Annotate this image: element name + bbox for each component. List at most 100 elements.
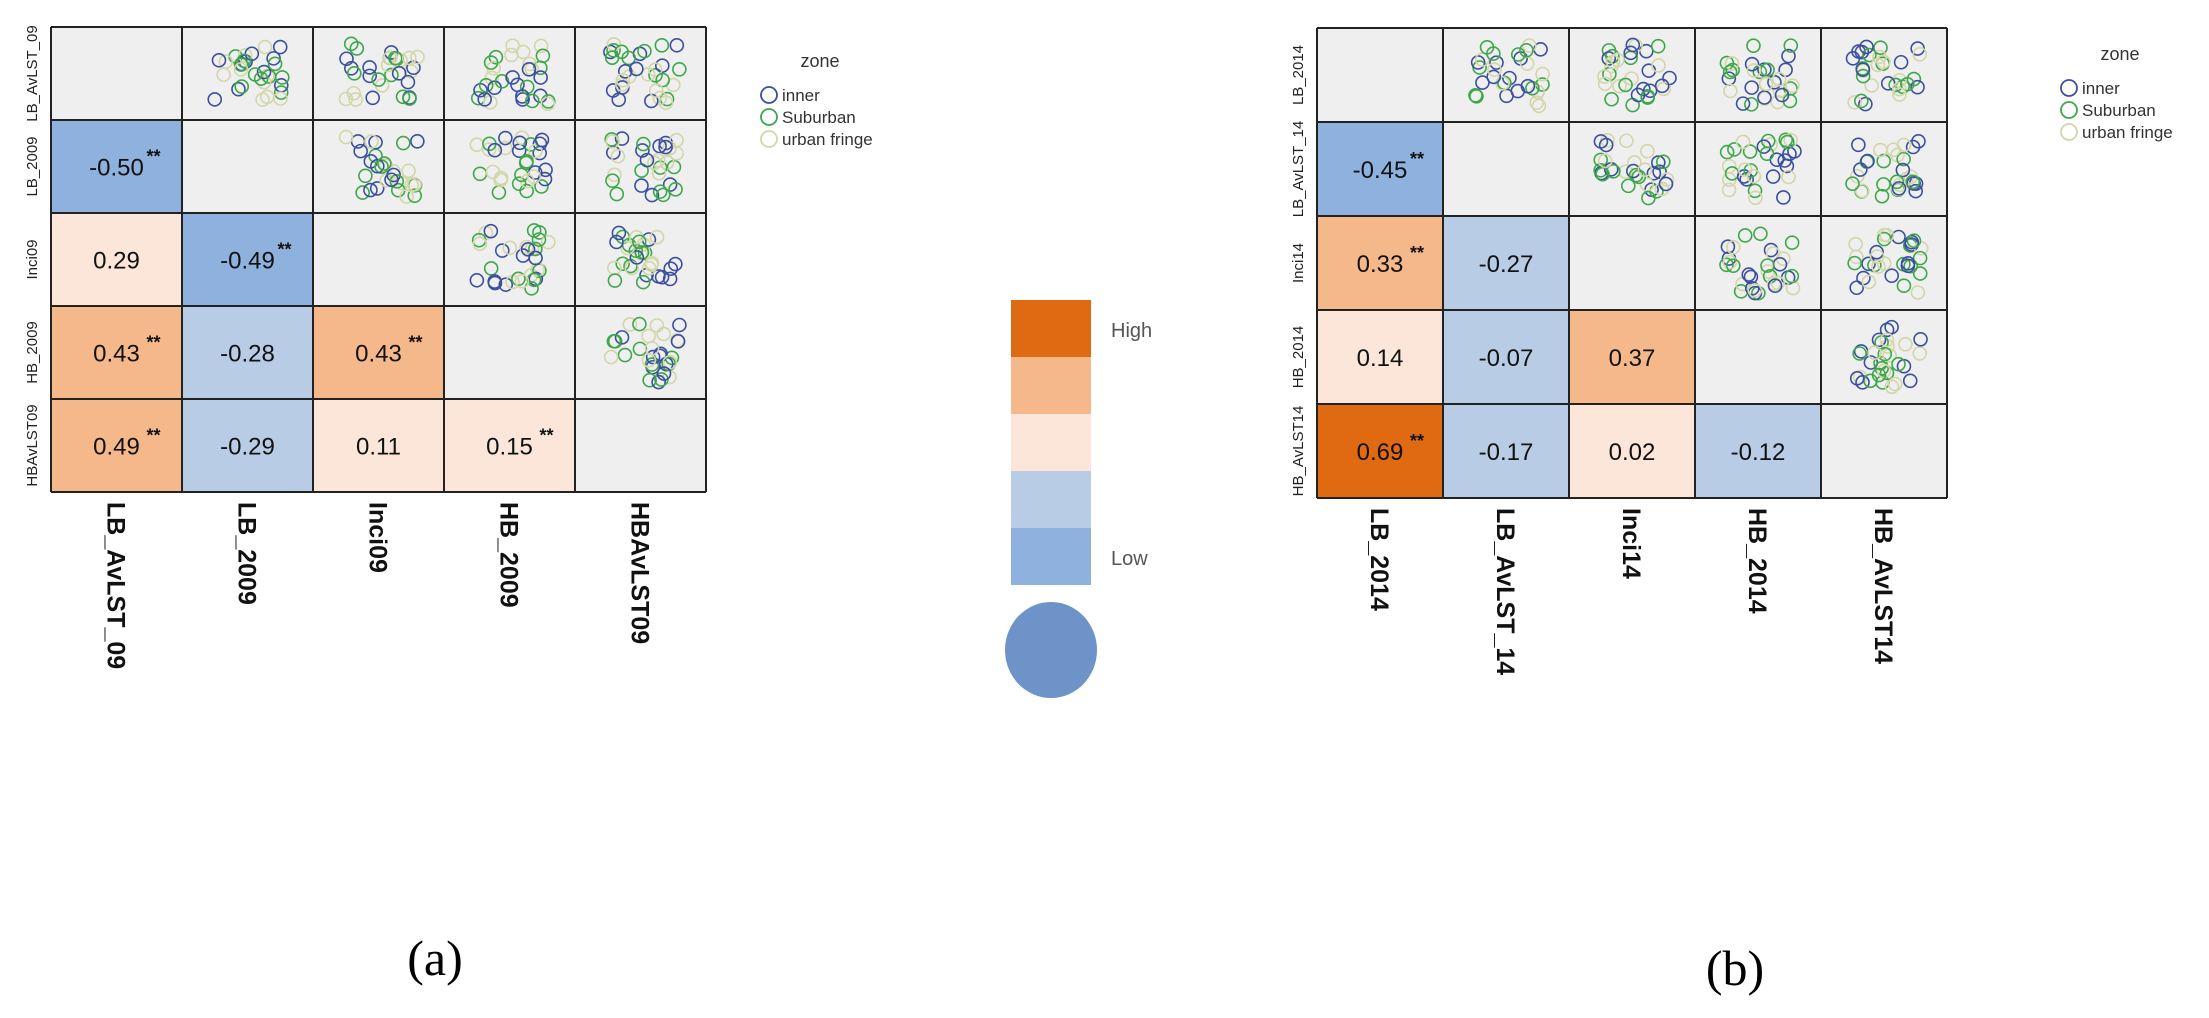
correlation-cell (1317, 310, 1443, 404)
scatter-point (1889, 174, 1905, 190)
correlation-value: -0.29 (220, 434, 275, 461)
scatter-point (1891, 229, 1906, 245)
scatter-point (1912, 266, 1928, 281)
correlation-value: 0.43 (93, 341, 140, 368)
scatter-point (1872, 49, 1887, 65)
panel-caption: (b) (1706, 940, 1764, 996)
scatter-point (1861, 274, 1877, 290)
scatter-point (1626, 163, 1641, 179)
scatter-point (647, 62, 663, 77)
correlation-value: 0.37 (1609, 345, 1656, 372)
scatter-point (1721, 158, 1737, 174)
scatter-point (611, 225, 627, 241)
scatter-point (1879, 332, 1895, 348)
scatter-point (1879, 227, 1895, 243)
scatter-point (1876, 231, 1892, 247)
scatter-point (1855, 68, 1871, 84)
scatter-point (400, 74, 416, 90)
scatter-point (211, 52, 227, 68)
scatter-point (1753, 226, 1768, 242)
scatter-point (469, 272, 485, 288)
scatter-point (1757, 90, 1772, 105)
scatter-point (266, 51, 281, 66)
scale-swatch (1011, 300, 1091, 357)
scatter-point (526, 169, 542, 184)
scatter-point (662, 354, 678, 370)
scatter-point (609, 234, 624, 250)
matrix-cell (1695, 216, 1821, 310)
scatter-point (1912, 46, 1928, 62)
scatter-point (672, 61, 687, 77)
scatter-point (1876, 54, 1891, 70)
scatter-point (343, 36, 359, 52)
scatter-point (535, 48, 551, 64)
scatter-point (1900, 76, 1915, 92)
column-label: Inci14 (1617, 508, 1645, 579)
scatter-point (494, 243, 510, 258)
scatter-point (1891, 356, 1906, 372)
scatter-point (1912, 346, 1928, 361)
column-label: LB_2014 (1365, 508, 1393, 611)
correlation-cell (1317, 122, 1443, 216)
scatter-point (371, 72, 386, 87)
scatter-point (1642, 83, 1658, 99)
scatter-point (391, 66, 407, 81)
significance-stars: ** (1410, 243, 1424, 263)
scatter-point (655, 58, 670, 73)
correlation-value: 0.43 (355, 341, 402, 368)
scatter-point (1891, 181, 1907, 196)
scatter-point (1776, 190, 1791, 205)
scatter-point (1771, 71, 1787, 87)
scatter-point (644, 187, 660, 203)
scatter-point (273, 85, 289, 100)
scatter-point (1601, 51, 1617, 66)
scatter-point (605, 173, 620, 188)
scatter-point (635, 274, 651, 290)
scatter-point (662, 177, 678, 192)
scatter-point (1722, 64, 1738, 80)
scatter-point (611, 92, 627, 107)
scatter-point (656, 366, 672, 381)
legend-item: inner (2082, 79, 2120, 98)
legend-title: zone (800, 51, 839, 71)
significance-stars: ** (1410, 431, 1424, 451)
scatter-point (1597, 76, 1613, 92)
legend-marker (2060, 123, 2078, 141)
scatter-point (247, 67, 263, 82)
scatter-point (369, 181, 385, 196)
scatter-point (1767, 278, 1783, 294)
scatter-point (1535, 77, 1550, 92)
scatter-point (635, 143, 650, 158)
scatter-point (1469, 88, 1484, 104)
scatter-point (645, 349, 661, 365)
scatter-point (1640, 90, 1655, 105)
scatter-point (534, 132, 550, 148)
scatter-point (1765, 169, 1781, 184)
correlation-value: -0.17 (1479, 439, 1534, 466)
scatter-point (1854, 183, 1870, 199)
scatter-point (364, 134, 379, 149)
column-label: Inci09 (364, 502, 392, 573)
scatter-point (483, 261, 499, 276)
scatter-point (504, 47, 519, 63)
scatter-point (531, 232, 547, 247)
scatter-point (370, 158, 385, 174)
scatter-point (1911, 133, 1926, 149)
scatter-point (1759, 146, 1775, 161)
scatter-point (1855, 62, 1871, 77)
scatter-point (631, 234, 647, 250)
scatter-point (477, 91, 492, 107)
scatter-point (1652, 164, 1667, 180)
scatter-point (654, 38, 670, 53)
scatter-point (1902, 373, 1918, 389)
scatter-point (1618, 164, 1633, 180)
panel-a-correlation-matrix: -0.50 **0.29 -0.49 **0.43 ** -0.28 0.43 **0.49 *… (24, 25, 873, 986)
scatter-point (1904, 234, 1920, 250)
row-label: LB_AvLST_09 (24, 25, 41, 121)
scatter-point (668, 182, 683, 197)
scatter-point (1719, 144, 1735, 160)
scatter-point (1726, 258, 1741, 274)
scatter-point (1783, 38, 1799, 53)
correlation-cell (1443, 310, 1569, 404)
scatter-point (658, 139, 673, 155)
